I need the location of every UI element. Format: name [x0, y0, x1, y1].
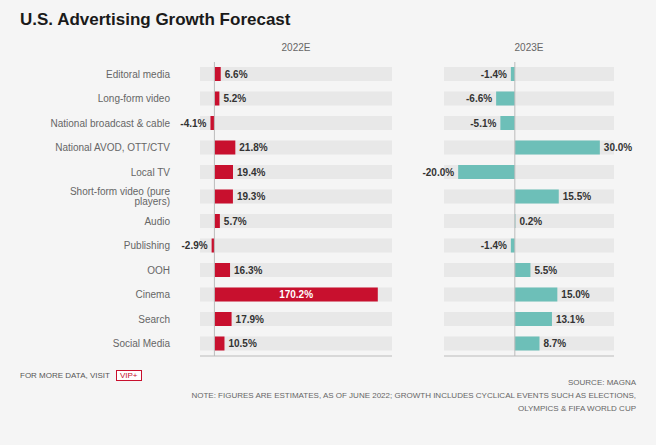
svg-text:8.7%: 8.7% — [543, 338, 566, 349]
html-text:U.S. Advertising Growth Foreca: U.S. Advertising Growth Forecast — [20, 10, 291, 29]
svg-text:5.5%: 5.5% — [534, 265, 557, 276]
svg-text:Publishing: Publishing — [124, 240, 170, 251]
html-text:2023E: 2023E — [514, 42, 544, 53]
html-text:SOURCE: MAGNA: SOURCE: MAGNA — [568, 378, 636, 387]
html-text:VIP+: VIP+ — [119, 371, 138, 380]
svg-text:-5.1%: -5.1% — [470, 118, 496, 129]
svg-text:Short-form video (pureplayers): Short-form video (pureplayers) — [70, 186, 170, 207]
svg-text:16.3%: 16.3% — [234, 265, 262, 276]
svg-text:19.4%: 19.4% — [237, 167, 265, 178]
svg-text:15.5%: 15.5% — [563, 191, 591, 202]
svg-text:-1.4%: -1.4% — [481, 69, 507, 80]
svg-text:Editoral media: Editoral media — [106, 69, 170, 80]
svg-text:Long-form video: Long-form video — [98, 93, 171, 104]
svg-text:-20.0%: -20.0% — [422, 167, 454, 178]
svg-text:21.8%: 21.8% — [239, 142, 267, 153]
svg-text:National AVOD, OTT/CTV: National AVOD, OTT/CTV — [55, 142, 170, 153]
svg-text:19.3%: 19.3% — [237, 191, 265, 202]
svg-text:13.1%: 13.1% — [556, 314, 584, 325]
html-text:FOR MORE DATA, VISIT: FOR MORE DATA, VISIT — [20, 371, 110, 380]
svg-text:30.0%: 30.0% — [604, 142, 632, 153]
svg-text:-1.4%: -1.4% — [481, 240, 507, 251]
svg-text:National broadcast & cable: National broadcast & cable — [50, 118, 170, 129]
html-text:NOTE: FIGURES ARE ESTIMATES, A: NOTE: FIGURES ARE ESTIMATES, AS OF JUNE … — [191, 391, 636, 400]
svg-text:Local TV: Local TV — [131, 167, 171, 178]
html-text:2022E: 2022E — [281, 42, 311, 53]
svg-text:Audio: Audio — [144, 216, 170, 227]
svg-text:17.9%: 17.9% — [236, 314, 264, 325]
svg-text:15.0%: 15.0% — [561, 289, 589, 300]
svg-text:5.2%: 5.2% — [223, 93, 246, 104]
svg-text:6.6%: 6.6% — [225, 69, 248, 80]
svg-text:Social Media: Social Media — [113, 338, 171, 349]
svg-text:0.2%: 0.2% — [519, 216, 542, 227]
svg-text:OOH: OOH — [147, 265, 170, 276]
svg-text:Search: Search — [138, 314, 170, 325]
svg-text:Cinema: Cinema — [136, 289, 171, 300]
svg-text:5.7%: 5.7% — [224, 216, 247, 227]
svg-text:-6.6%: -6.6% — [466, 93, 492, 104]
svg-text:10.5%: 10.5% — [228, 338, 256, 349]
html-text:OLYMPICS & FIFA WORLD CUP: OLYMPICS & FIFA WORLD CUP — [517, 404, 636, 413]
svg-text:-4.1%: -4.1% — [180, 118, 206, 129]
svg-text:170.2%: 170.2% — [279, 289, 313, 300]
svg-text:-2.9%: -2.9% — [181, 240, 207, 251]
